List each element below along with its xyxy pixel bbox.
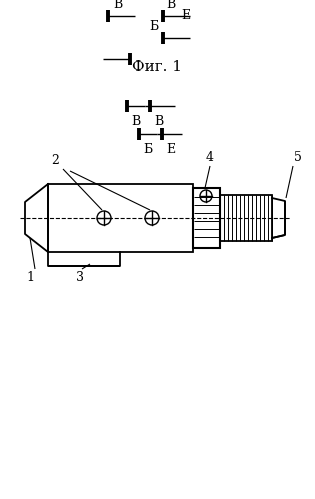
Text: Фиг. 1: Фиг. 1: [132, 60, 182, 74]
Bar: [48, 184, 193, 252]
Bar: [220, 195, 272, 241]
Text: 5: 5: [294, 151, 302, 164]
Text: 2: 2: [51, 154, 59, 167]
Text: В: В: [154, 115, 163, 128]
Text: Б: Б: [149, 20, 158, 33]
Text: В: В: [113, 0, 122, 11]
Text: 4: 4: [206, 151, 214, 164]
Text: Е: Е: [166, 143, 175, 156]
Text: Е: Е: [181, 8, 190, 21]
Text: В: В: [166, 0, 175, 11]
Text: В: В: [131, 115, 140, 128]
Bar: [193, 188, 220, 248]
Text: 1: 1: [26, 271, 34, 284]
Text: Б: Б: [143, 143, 152, 156]
Text: 3: 3: [76, 271, 84, 284]
